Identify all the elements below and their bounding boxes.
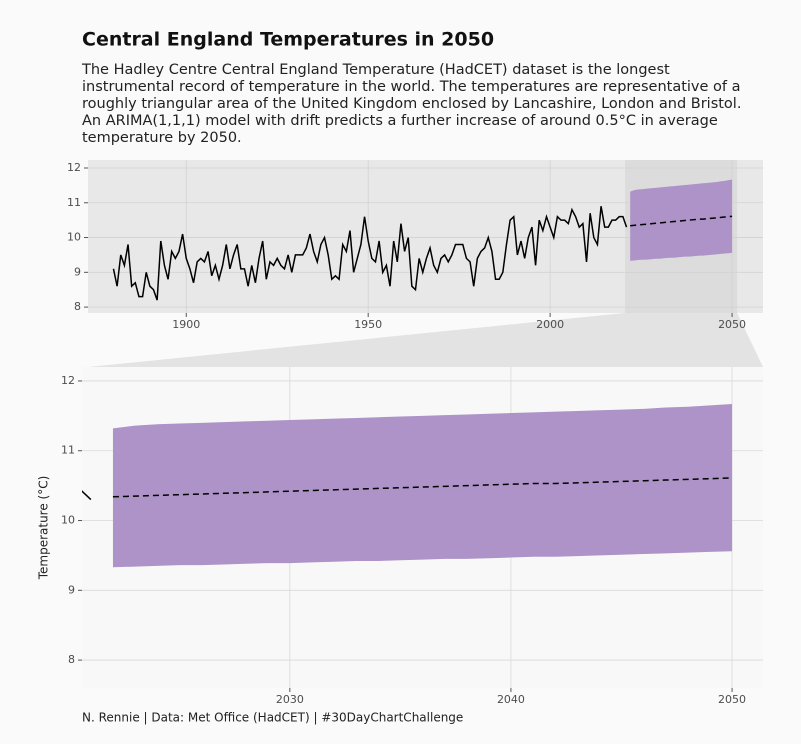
caption: N. Rennie | Data: Met Office (HadCET) | … (82, 711, 463, 725)
subtitle-line: instrumental record of temperature in th… (82, 79, 741, 95)
y-tick-label: 10 (67, 231, 81, 244)
subtitle-line: roughly triangular area of the United Ki… (82, 96, 741, 112)
subtitle-line: The Hadley Centre Central England Temper… (81, 62, 670, 78)
y-tick-label: 12 (67, 161, 81, 174)
x-tick-label: 2000 (536, 318, 564, 331)
prediction-interval (112, 403, 733, 568)
temperature-line (112, 206, 628, 301)
x-tick-label: 2030 (276, 693, 304, 706)
y-axis-label: Temperature (°C) (37, 476, 51, 581)
y-tick-label: 12 (61, 374, 75, 387)
forecast-line (630, 215, 733, 227)
y-tick-label: 10 (61, 514, 75, 527)
x-tick-label: 1950 (354, 318, 382, 331)
chart-title: Central England Temperatures in 2050 (82, 29, 494, 51)
y-tick-label: 9 (74, 265, 81, 278)
plot-area (82, 403, 733, 568)
y-tick-label: 9 (68, 583, 75, 596)
zoom-connector (88, 313, 763, 367)
y-tick-label: 11 (61, 444, 75, 457)
x-tick-label: 1900 (172, 318, 200, 331)
y-tick-label: 8 (68, 653, 75, 666)
forecast-line (112, 477, 733, 498)
y-tick-label: 8 (74, 300, 81, 313)
x-tick-label: 2050 (718, 693, 746, 706)
x-tick-label: 2050 (718, 318, 746, 331)
subtitle-line: temperature by 2050. (82, 130, 242, 146)
y-tick-label: 11 (67, 196, 81, 209)
plot-area (112, 179, 733, 301)
subtitle-line: An ARIMA(1,1,1) model with drift predict… (82, 113, 718, 129)
x-tick-label: 2040 (497, 693, 525, 706)
